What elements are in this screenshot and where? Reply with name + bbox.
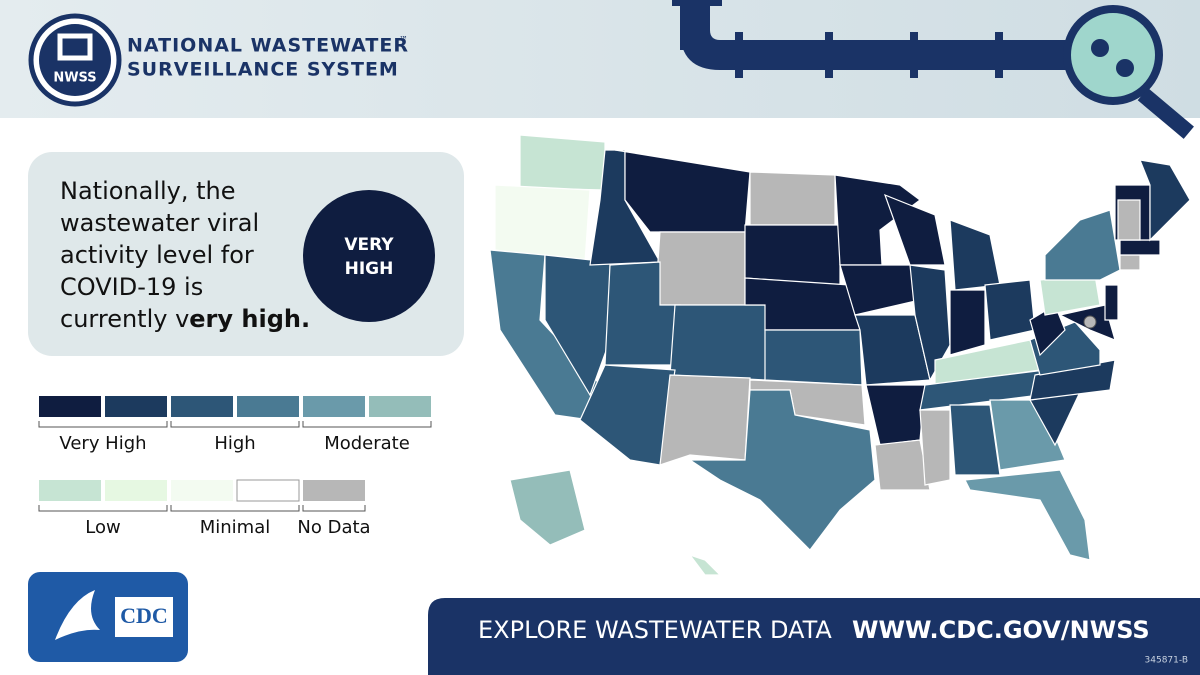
cdc-box (115, 597, 173, 637)
cdc-logo: CDC (120, 603, 168, 628)
panel-text: currently very high. (60, 305, 310, 333)
map (489, 134, 1191, 576)
legend-bracket (302, 505, 366, 512)
legend-swatch (39, 396, 101, 417)
state-region (509, 469, 586, 546)
panel-text: COVID-19 is (60, 273, 203, 301)
panel-text: wastewater viral (60, 209, 259, 237)
logo-text: NWSS (53, 71, 96, 86)
state-region (949, 404, 1001, 476)
state-region (1104, 284, 1119, 321)
legend-swatch (39, 480, 101, 501)
state-region (949, 219, 1001, 291)
doc-code: 345871-B (1145, 656, 1188, 666)
level-badge (303, 190, 435, 322)
legend-swatch (369, 396, 431, 417)
state-region (764, 329, 863, 386)
logo-pipe (57, 33, 93, 61)
legend-bracket (170, 505, 300, 512)
state-region (984, 279, 1036, 341)
state-region (659, 374, 751, 466)
panel-text: Nationally, the wastewater viral activity … (60, 177, 259, 301)
url[interactable]: WWW.CDC.GOV/NWSS (852, 616, 1150, 644)
state-region (874, 439, 931, 491)
legend-swatch (236, 479, 300, 502)
legend-bracket (38, 421, 168, 428)
trademark: ™ (399, 36, 408, 46)
legend-swatch (303, 396, 365, 417)
state-region (669, 304, 771, 381)
state-region (494, 184, 591, 263)
legend-swatch (171, 480, 233, 501)
title: NATIONAL WASTEWATER (127, 35, 409, 57)
panel-text: activity level for (60, 241, 254, 269)
title: SURVEILLANCE SYSTEM (127, 59, 399, 81)
cdc-logo-bg (28, 572, 188, 662)
legend-swatch (171, 396, 233, 417)
pipe-graphic (672, 0, 1194, 139)
legend-label: Low (85, 517, 120, 538)
state-region (919, 409, 951, 486)
state-region (688, 553, 722, 576)
dc-marker (1083, 315, 1097, 329)
state-region (1139, 159, 1191, 242)
legend-label: High (214, 433, 255, 454)
legend-bracket (38, 505, 168, 512)
legend-label: Very High (59, 433, 146, 454)
legend-swatch (237, 396, 299, 417)
state-region (854, 314, 931, 386)
panel-text: currently v (60, 305, 189, 333)
state-region (964, 469, 1091, 561)
state-region (949, 289, 986, 356)
legend-label: No Data (297, 517, 370, 538)
legend-swatch (303, 480, 365, 501)
hhs-eagle (55, 590, 100, 640)
legend: Very High High Moderate Low Minimal No Data (38, 396, 432, 538)
legend-label: Minimal (200, 517, 271, 538)
state-region (1119, 239, 1161, 256)
footer-banner (428, 598, 1200, 675)
legend-bracket (302, 421, 432, 428)
state-region (519, 134, 606, 191)
legend-swatch (105, 480, 167, 501)
state-region (883, 193, 946, 266)
legend-label: Moderate (324, 433, 410, 454)
state-region (749, 171, 836, 226)
state-region (1117, 199, 1141, 241)
legend-swatch (105, 396, 167, 417)
state-region (1119, 254, 1141, 271)
state-region (688, 389, 876, 551)
state-region (1044, 209, 1121, 281)
badge-text: VERY (344, 235, 394, 255)
cta-text: EXPLORE WASTEWATER DATA (478, 616, 832, 644)
panel-emphasis: ery high. (189, 305, 310, 333)
state-region (865, 384, 926, 446)
panel-text: Nationally, the (60, 177, 236, 205)
state-region (744, 224, 841, 286)
state-region (654, 231, 746, 306)
state-region (579, 364, 676, 466)
badge-text: HIGH (345, 259, 394, 279)
legend-bracket (170, 421, 300, 428)
